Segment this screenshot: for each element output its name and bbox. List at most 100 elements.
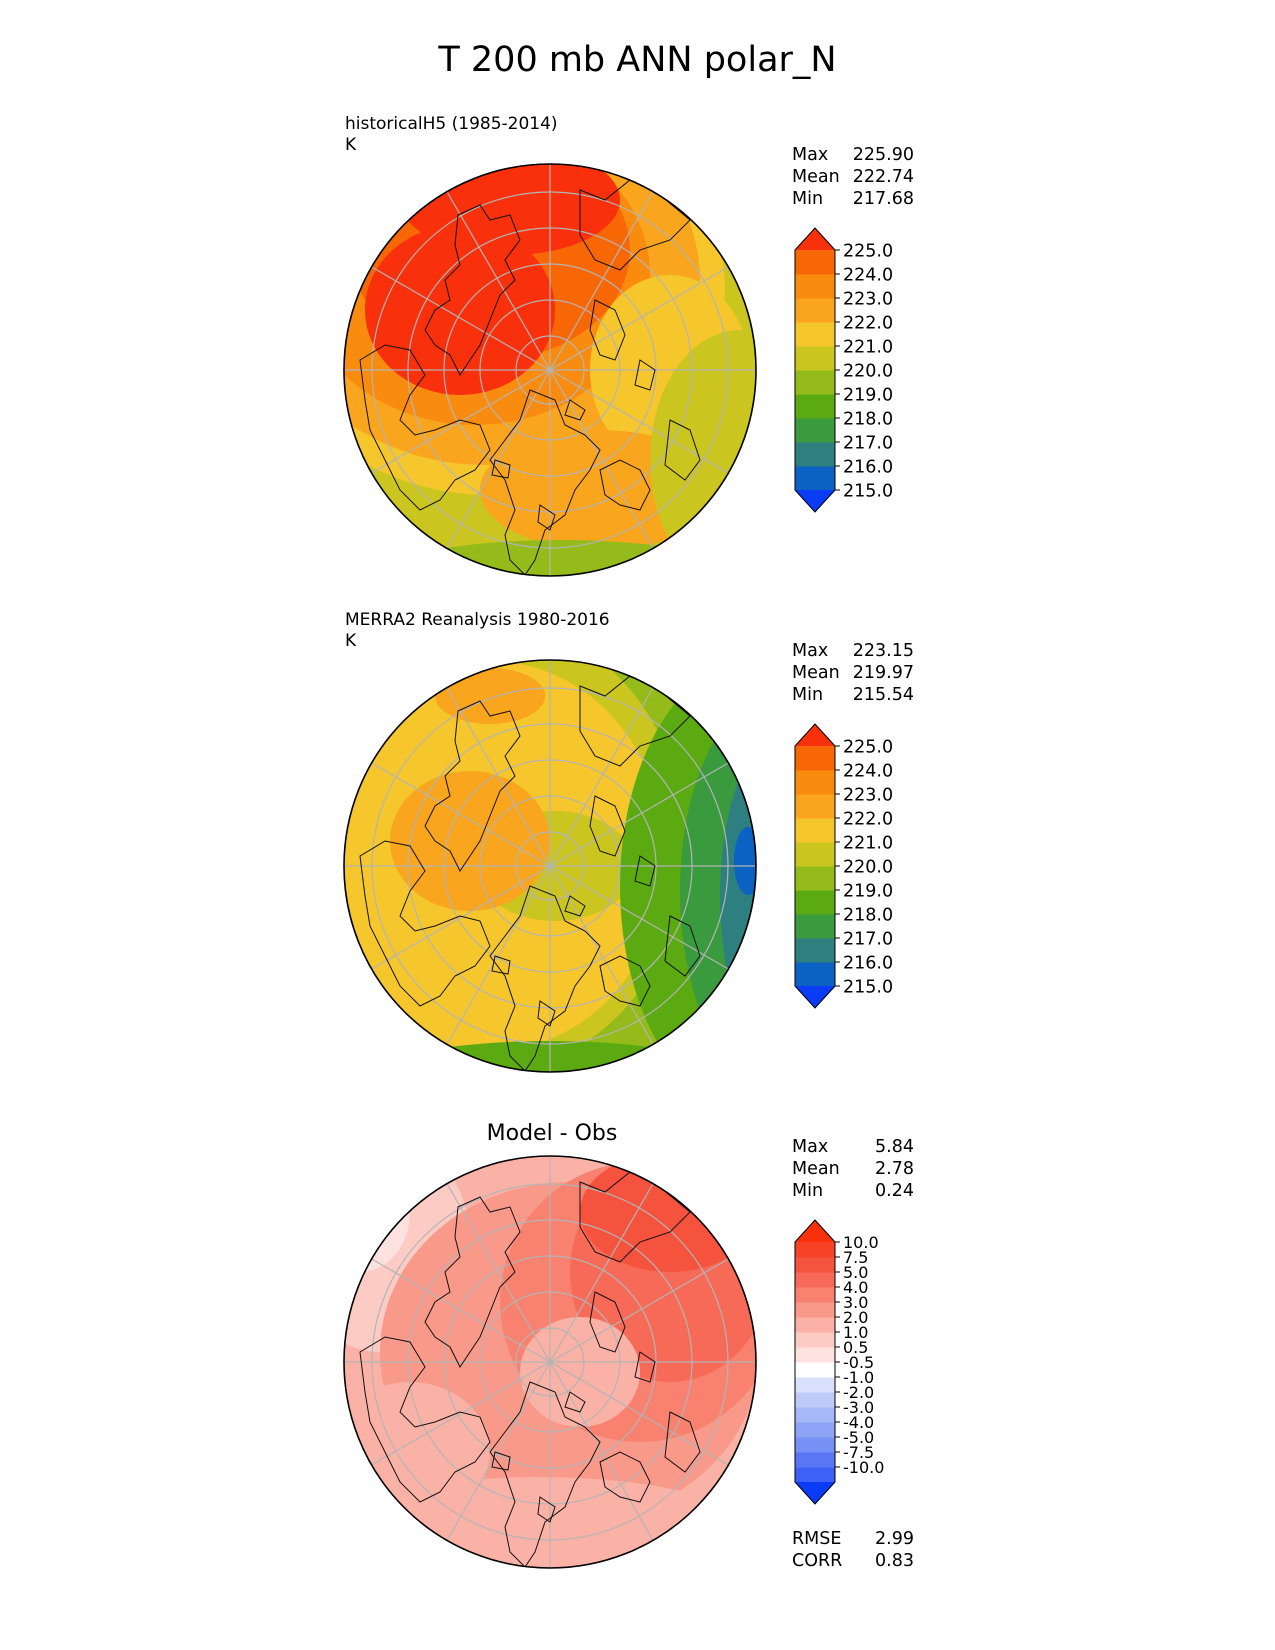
colorbar-tick-label: -2.0 (843, 1383, 874, 1402)
panel-3-colorbar: 10.07.55.04.03.02.01.00.5-0.5-1.0-2.0-3.… (794, 1219, 884, 1505)
stat-mean: Mean 2.78 (792, 1158, 914, 1180)
stat-value: 223.15 (852, 641, 914, 661)
map-3-fill (580, 1156, 756, 1272)
stat-mean: Mean 222.74 (792, 166, 914, 188)
map-2-coastlines (359, 675, 701, 1072)
colorbar-segment (795, 1392, 835, 1408)
colorbar-segment (795, 866, 835, 891)
panel-2-polar-map (343, 659, 757, 1073)
stat-value: 5.84 (875, 1137, 914, 1157)
stat-label: RMSE (792, 1529, 842, 1549)
colorbar-tick-label: 220.0 (843, 857, 893, 877)
colorbar-segment (795, 466, 835, 491)
colorbar-outline (794, 1219, 836, 1505)
colorbar-tick-label: -7.5 (843, 1443, 874, 1462)
colorbar-segment (795, 1422, 835, 1438)
colorbar-segment (795, 1437, 835, 1453)
stat-label: Max (792, 145, 829, 165)
map-2-fill (435, 668, 545, 724)
map-1-coastlines (359, 179, 701, 576)
colorbar-segment (795, 818, 835, 843)
colorbar-segment (795, 1407, 835, 1423)
panel-3-error-stats: RMSE 2.99 CORR 0.83 (792, 1528, 914, 1572)
colorbar-segment (795, 1452, 835, 1468)
map-1-boundary (343, 163, 757, 577)
colorbar-tick-label: 2.0 (843, 1308, 868, 1327)
panel-2-subtitle: MERRA2 Reanalysis 1980-2016 K (345, 610, 610, 651)
stat-value: 225.90 (852, 145, 914, 165)
stat-value: 215.54 (852, 685, 914, 705)
colorbar-tick-label: 216.0 (843, 953, 893, 973)
colorbar-segment (795, 1362, 835, 1378)
colorbar-segment (795, 794, 835, 819)
colorbar-tick-label: 10.0 (843, 1233, 879, 1252)
colorbar-segment (795, 298, 835, 323)
colorbar-segment (795, 746, 835, 771)
stat-label: CORR (792, 1551, 843, 1571)
panel-1-colorbar: 225.0 224.0 223.0 222.0 221.0 220.0 219.0 218.0… (794, 227, 893, 513)
colorbar-segment (795, 938, 835, 963)
colorbar-extend-min (795, 986, 835, 1008)
panel-3-title: Model - Obs (486, 1121, 618, 1146)
colorbar-tick-label: 223.0 (843, 785, 893, 805)
colorbar-segment (795, 1347, 835, 1363)
colorbar-segment (795, 418, 835, 443)
colorbar-tick-label: -0.5 (843, 1353, 874, 1372)
colorbar-tick-label: 0.5 (843, 1338, 868, 1357)
stat-max: Max 225.90 (792, 144, 914, 166)
stat-label: Mean (792, 1159, 840, 1179)
stat-label: Min (792, 685, 824, 705)
panel-1-stats: Max 225.90 Mean 222.74 Min 217.68 (792, 144, 914, 210)
colorbar-tick-label: -10.0 (843, 1458, 884, 1477)
map-3-graticule (344, 1156, 756, 1568)
stat-value: 222.74 (852, 167, 914, 187)
colorbar-tick-label: 218.0 (843, 905, 893, 925)
stat-value: 0.83 (875, 1551, 914, 1571)
stat-value: 2.78 (875, 1159, 914, 1179)
colorbar-tick-label: 225.0 (843, 737, 893, 757)
stat-corr: CORR 0.83 (792, 1550, 914, 1572)
colorbar-segment (795, 1332, 835, 1348)
stat-max: Max 223.15 (792, 640, 914, 662)
colorbar-tick-label: 225.0 (843, 241, 893, 261)
stat-rmse: RMSE 2.99 (792, 1528, 914, 1550)
colorbar-tick-label: 221.0 (843, 833, 893, 853)
colorbar-tick-label: 1.0 (843, 1323, 868, 1342)
colorbar-tick-label: 215.0 (843, 481, 893, 501)
colorbar-tick-label: 219.0 (843, 881, 893, 901)
colorbar-extend-max (795, 724, 835, 746)
stat-value: 219.97 (852, 663, 914, 683)
colorbar-segment (795, 842, 835, 867)
colorbar-tick-label: 217.0 (843, 433, 893, 453)
stat-label: Max (792, 1137, 829, 1157)
colorbar-segment (795, 1317, 835, 1333)
colorbar-tick-label: 7.5 (843, 1248, 868, 1267)
stat-min: Min 0.24 (792, 1180, 914, 1202)
panel-2-stats: Max 223.15 Mean 219.97 Min 215.54 (792, 640, 914, 706)
colorbar-tick-label: -4.0 (843, 1413, 874, 1432)
figure-title: T 200 mb ANN polar_N (438, 40, 837, 80)
map-1-fill (350, 540, 756, 576)
colorbar-segment (795, 890, 835, 915)
panel-3-stats: Max 5.84 Mean 2.78 Min 0.24 (792, 1136, 914, 1202)
colorbar-tick-label: 219.0 (843, 385, 893, 405)
colorbar-tick-label: 222.0 (843, 313, 893, 333)
colorbar-tick-label: -3.0 (843, 1398, 874, 1417)
panel-1-subtitle: historicalH5 (1985-2014) K (345, 114, 558, 155)
stat-max: Max 5.84 (792, 1136, 914, 1158)
colorbar-tick-label: 215.0 (843, 977, 893, 997)
colorbar-segment (795, 1272, 835, 1288)
colorbar-segment (795, 322, 835, 347)
colorbar-extend-min (795, 490, 835, 512)
colorbar-segment (795, 274, 835, 299)
stat-value: 2.99 (875, 1529, 914, 1549)
colorbar-segment (795, 962, 835, 987)
colorbar-tick-label: 222.0 (843, 809, 893, 829)
panel-1-polar-map (343, 163, 757, 577)
colorbar-tick-label: 223.0 (843, 289, 893, 309)
colorbar-segment (795, 770, 835, 795)
map-1-fill (365, 225, 555, 395)
stat-value: 217.68 (852, 189, 914, 209)
colorbar-segment (795, 250, 835, 275)
colorbar-tick-label: 218.0 (843, 409, 893, 429)
